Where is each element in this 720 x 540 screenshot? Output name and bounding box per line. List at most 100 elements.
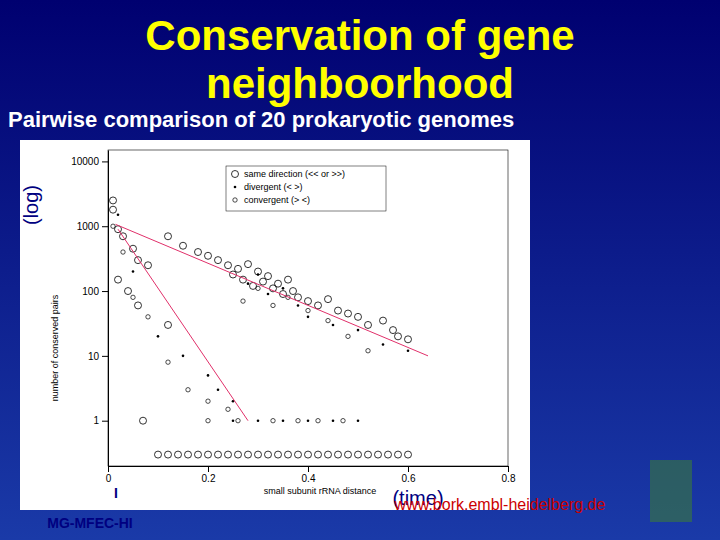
tick-mark — [102, 226, 108, 227]
x-axis-title: small subunit rRNA distance — [264, 486, 377, 496]
point — [145, 262, 152, 269]
point — [282, 419, 285, 422]
legend-marker — [233, 198, 237, 202]
point — [355, 313, 362, 320]
point — [257, 273, 260, 276]
point — [282, 287, 285, 290]
point — [345, 451, 352, 458]
point — [195, 249, 202, 256]
annotation: MG-MFEC-HI — [47, 515, 133, 531]
point — [257, 419, 260, 422]
point — [206, 399, 210, 403]
point — [157, 335, 160, 338]
fit-line — [116, 224, 429, 356]
point — [365, 321, 372, 328]
point — [235, 451, 242, 458]
point — [146, 315, 150, 319]
point — [346, 334, 350, 338]
point — [195, 451, 202, 458]
point — [275, 280, 282, 287]
point — [315, 451, 322, 458]
point — [385, 451, 392, 458]
tick-mark — [102, 161, 108, 162]
x-axis: 0 0.2 0.4 0.6 0.8 — [106, 466, 516, 484]
legend-marker — [232, 171, 239, 178]
tick: 0.8 — [502, 466, 516, 484]
point — [305, 298, 312, 305]
point — [247, 282, 250, 285]
tick-mark — [102, 356, 108, 357]
point — [380, 317, 387, 324]
tick: 10 — [88, 351, 108, 362]
point — [271, 418, 275, 422]
point — [215, 257, 222, 264]
decoration — [650, 460, 692, 522]
point — [205, 252, 212, 259]
point — [180, 242, 187, 249]
tick-label: 0 — [106, 473, 112, 484]
point — [135, 302, 142, 309]
point — [206, 418, 210, 422]
point — [110, 206, 117, 213]
tick: 10000 — [71, 156, 108, 167]
point — [165, 321, 172, 328]
point — [355, 451, 362, 458]
annotation: I — [114, 485, 118, 501]
point — [255, 451, 262, 458]
point — [245, 261, 252, 268]
point — [245, 451, 252, 458]
point — [217, 388, 220, 391]
point — [345, 310, 352, 317]
tick-label: 0.8 — [502, 473, 516, 484]
point — [256, 286, 260, 290]
point — [332, 419, 335, 422]
point — [236, 418, 240, 422]
title: Conservation of geneneighboorhood — [145, 12, 574, 107]
point — [382, 343, 385, 346]
axis-line — [108, 151, 109, 467]
annotation: (log) — [20, 185, 42, 225]
tick-label: 0.4 — [302, 473, 316, 484]
point — [307, 419, 310, 422]
tick-label: 10 — [88, 351, 100, 362]
point — [306, 308, 310, 312]
tick: 0.6 — [402, 466, 416, 484]
legend-label: convergent (> <) — [244, 195, 310, 205]
point — [131, 295, 135, 299]
point — [175, 451, 182, 458]
y-axis-title: number of conserved pairs — [50, 294, 60, 401]
point — [205, 451, 212, 458]
point — [215, 451, 222, 458]
tick-label: 100 — [82, 286, 99, 297]
tick: 0.2 — [202, 466, 216, 484]
fit-line — [118, 229, 248, 420]
tick: 1000 — [77, 221, 108, 232]
point — [407, 349, 410, 352]
point — [296, 418, 300, 422]
point — [241, 299, 245, 303]
point — [111, 224, 115, 228]
tick: 1 — [93, 415, 108, 426]
legend: same direction (<< or >>)divergent (< >)… — [226, 166, 386, 211]
point — [297, 304, 300, 307]
point — [335, 451, 342, 458]
point — [121, 250, 125, 254]
point — [366, 349, 370, 353]
tick-label: 0.2 — [202, 473, 216, 484]
point — [232, 419, 235, 422]
point — [267, 293, 270, 296]
marks — [110, 197, 429, 458]
point — [295, 451, 302, 458]
point — [405, 451, 412, 458]
annotation: www.bork.embl-heidelberg.de — [394, 496, 606, 513]
tick-mark — [108, 466, 109, 472]
point — [305, 451, 312, 458]
tick-mark — [308, 466, 309, 472]
point — [166, 360, 170, 364]
point — [335, 307, 342, 314]
point — [395, 451, 402, 458]
point — [185, 451, 192, 458]
point — [255, 268, 262, 275]
point — [265, 451, 272, 458]
point — [125, 288, 132, 295]
